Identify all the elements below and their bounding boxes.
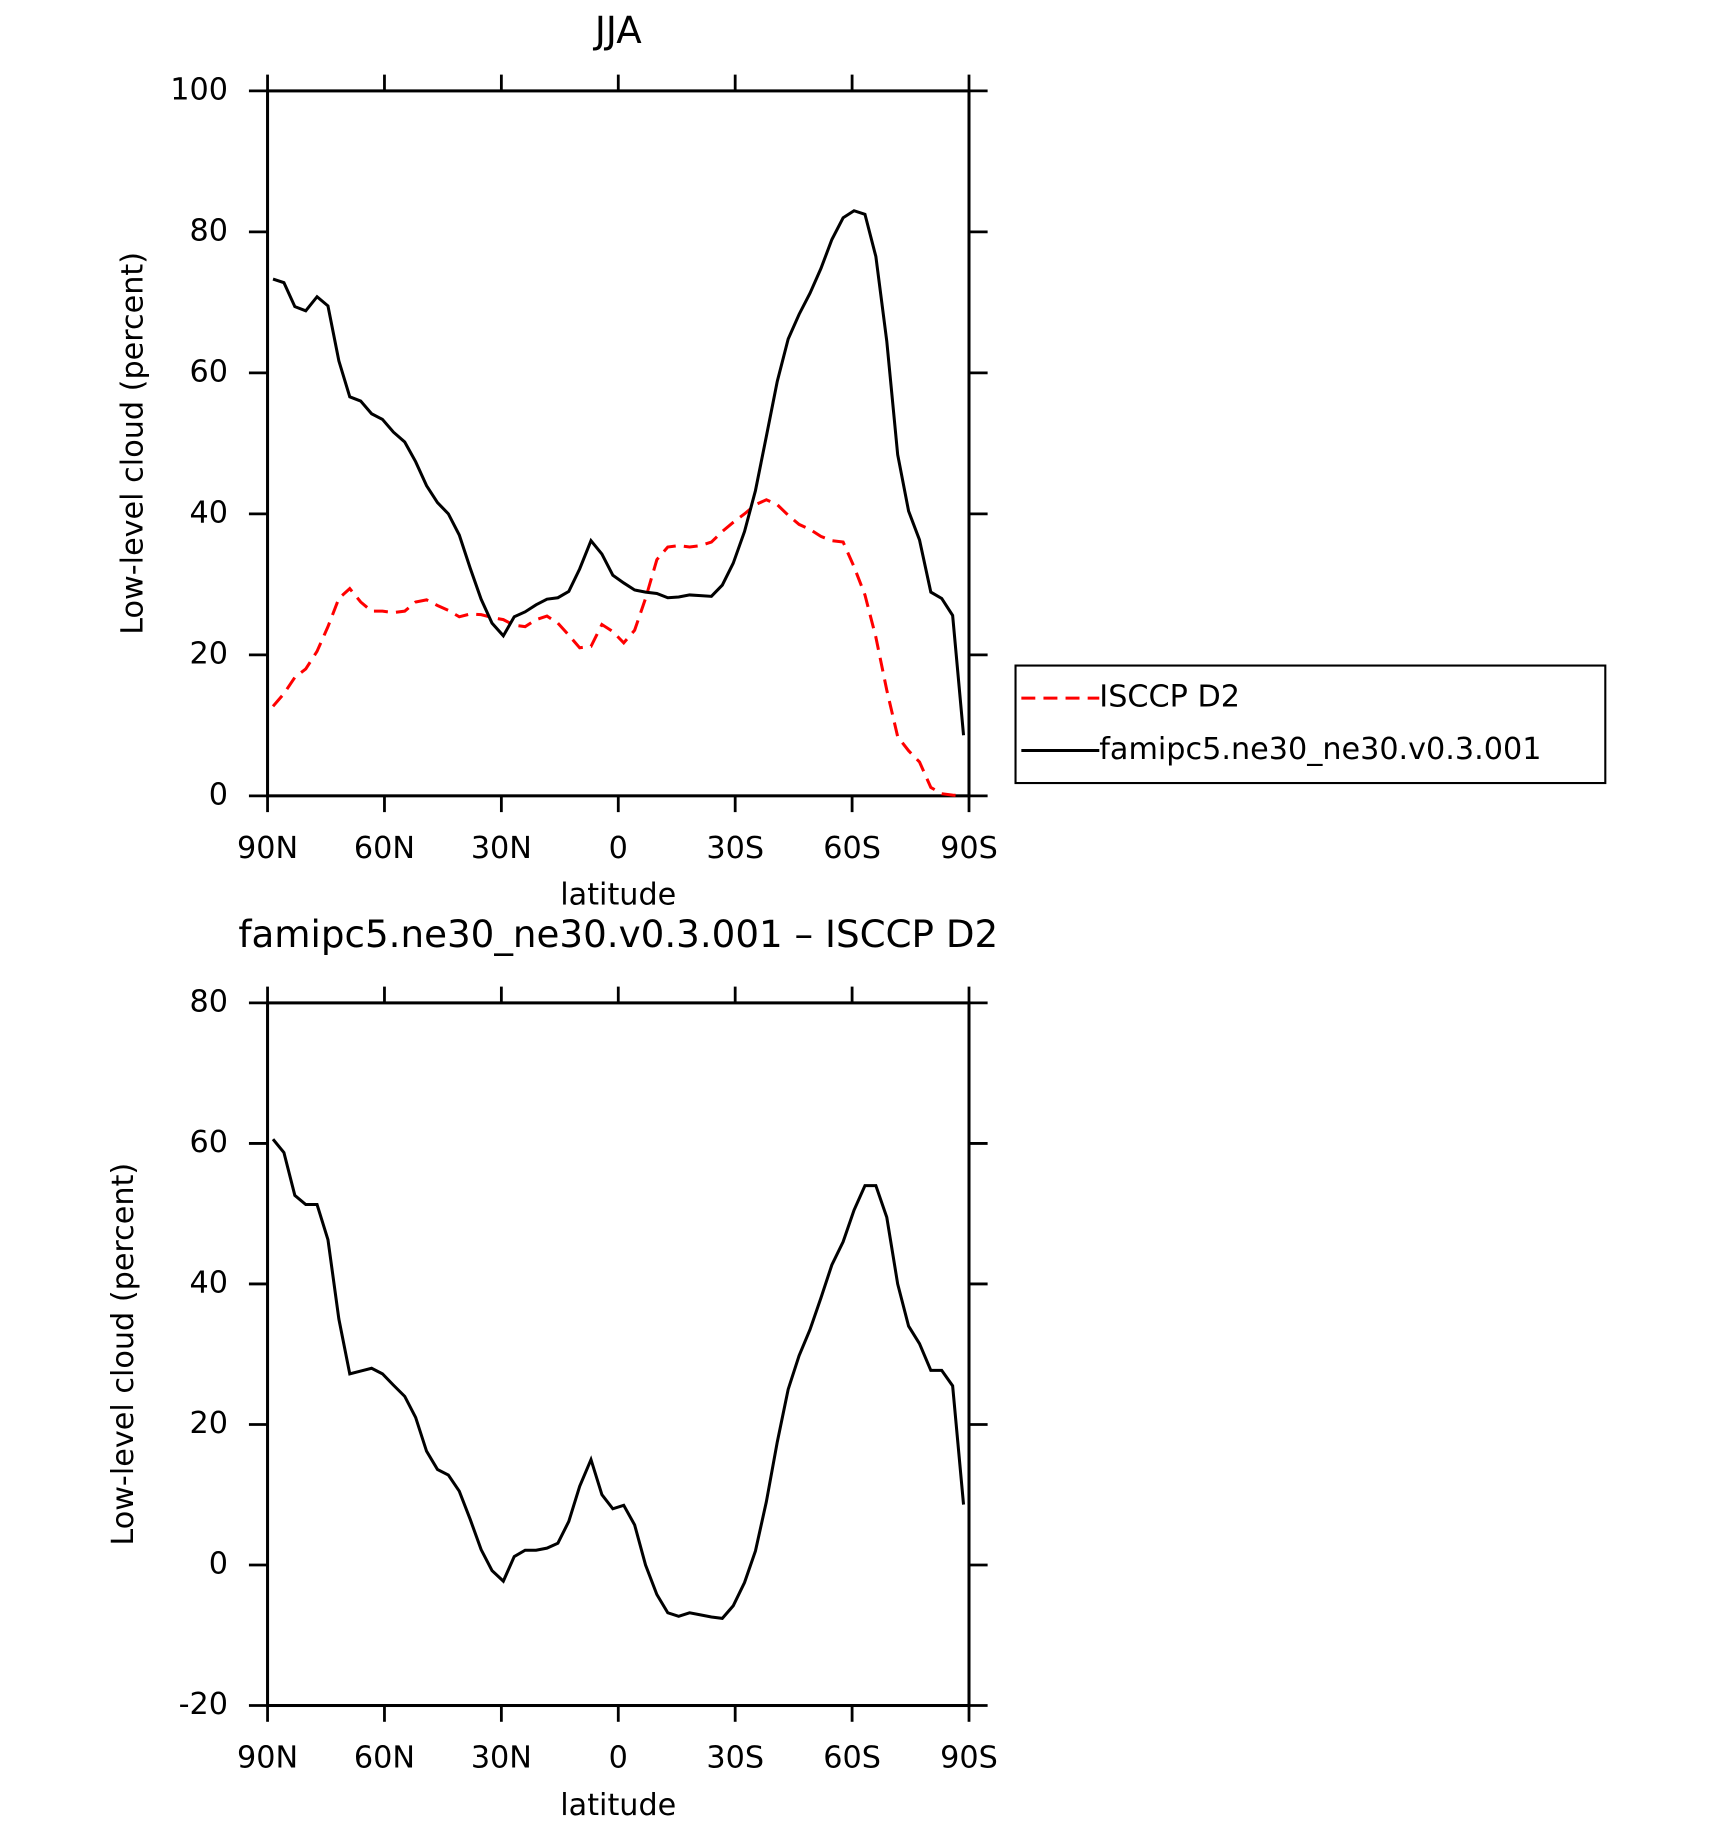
- y-tick-label: 20: [190, 1406, 228, 1441]
- plot-frame: [266, 89, 971, 798]
- legend-label: ISCCP D2: [1099, 680, 1240, 715]
- x-tick-label: 30N: [471, 1741, 532, 1776]
- chart-title: famipc5.ne30_ne30.v0.3.001 – ISCCP D2: [238, 912, 998, 956]
- x-tick-label: 0: [609, 831, 628, 866]
- plot-frame: [266, 1001, 971, 1708]
- x-axis-label: latitude: [560, 877, 676, 912]
- x-tick-label: 30N: [471, 831, 532, 866]
- legend-label: famipc5.ne30_ne30.v0.3.001: [1099, 732, 1541, 767]
- x-tick-label: 60N: [354, 1741, 415, 1776]
- y-tick-label: 100: [170, 72, 228, 107]
- y-tick-label: 20: [190, 636, 228, 671]
- x-axis-label: latitude: [560, 1788, 676, 1822]
- chart-title: JJA: [593, 8, 642, 52]
- legend-box: [1014, 664, 1607, 785]
- x-tick-label: 90N: [237, 831, 298, 866]
- y-tick-label: 80: [190, 213, 228, 248]
- data-line: [271, 498, 964, 798]
- data-line: [271, 1138, 966, 1620]
- data-line: [272, 209, 966, 736]
- x-tick-label: 60S: [823, 831, 881, 866]
- x-tick-label: 90S: [940, 1741, 998, 1776]
- x-tick-label: 90N: [237, 1741, 298, 1776]
- x-tick-label: 0: [609, 1741, 628, 1776]
- x-tick-label: 60S: [823, 1741, 881, 1776]
- x-tick-label: 30S: [706, 1741, 764, 1776]
- y-tick-label: 0: [209, 777, 228, 812]
- y-tick-label: 40: [190, 1265, 228, 1300]
- y-tick-label: 80: [190, 984, 228, 1019]
- x-tick-label: 90S: [940, 831, 998, 866]
- x-tick-label: 60N: [354, 831, 415, 866]
- y-tick-label: 0: [209, 1546, 228, 1581]
- y-axis-label: Low-level cloud (percent): [106, 1163, 141, 1546]
- y-tick-label: 40: [190, 495, 228, 530]
- y-axis-label: Low-level cloud (percent): [115, 252, 150, 635]
- y-tick-label: -20: [179, 1687, 228, 1722]
- y-tick-label: 60: [190, 354, 228, 389]
- x-tick-label: 30S: [706, 831, 764, 866]
- y-tick-label: 60: [190, 1125, 228, 1160]
